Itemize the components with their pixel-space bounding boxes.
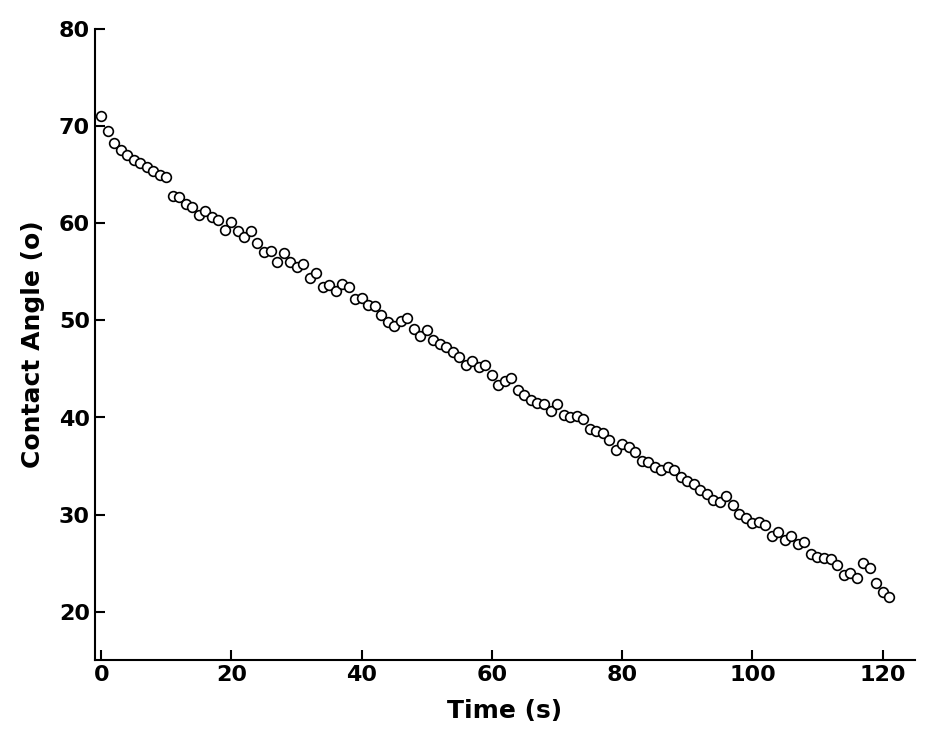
Y-axis label: Contact Angle (o): Contact Angle (o) [21, 221, 45, 469]
X-axis label: Time (s): Time (s) [447, 699, 563, 723]
